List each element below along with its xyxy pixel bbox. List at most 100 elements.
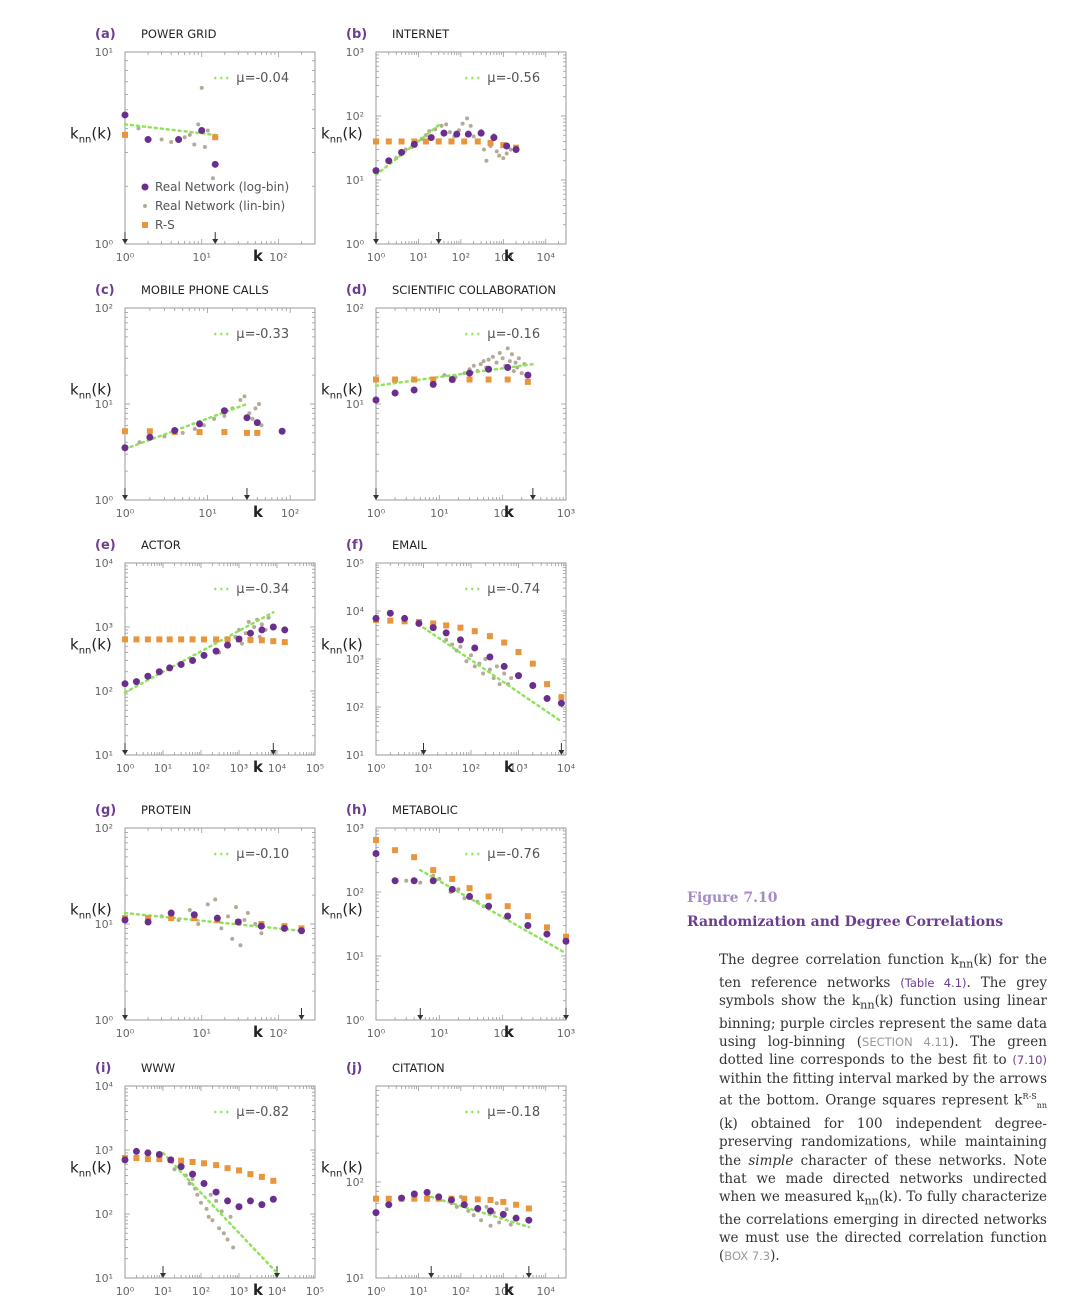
lin-bin-point [245,911,250,916]
log-bin-point [121,916,129,924]
y-axis-label: knn(k) [321,380,363,401]
y-tick-label: 10¹ [95,1272,113,1285]
rs-point [558,694,565,701]
fit-interval-arrow-head [529,495,536,500]
log-bin-point [503,142,511,150]
lin-bin-point [508,147,513,152]
section-ref-link[interactable]: SECTION 4.11 [862,1035,950,1050]
x-tick-label: 10⁰ [116,1285,135,1298]
fit-line [123,911,303,933]
lin-bin-point [217,1226,222,1231]
lin-bin-point [228,1214,233,1219]
rs-point [563,933,569,940]
mu-label: μ=-0.04 [236,71,289,86]
x-tick-label: 10² [192,1285,210,1298]
rs-point [122,428,128,435]
log-bin-point [167,1156,175,1164]
fit-interval-arrow-head [122,750,128,755]
rs-point [392,376,399,383]
caption-text: (k) for the ten reference networks [719,952,1048,991]
rs-point [466,376,473,383]
log-bin-point [155,1151,163,1159]
log-bin-point [427,134,435,142]
rs-point [281,639,288,646]
x-tick-label: 10¹ [409,1285,427,1298]
panel-label: (c) [95,283,115,298]
lin-bin-point [500,356,505,361]
x-axis-label: k [253,758,264,776]
lin-bin-point [509,352,514,357]
lin-bin-point [252,625,257,629]
x-tick-label: 10² [269,1027,287,1040]
lin-bin-point [483,657,488,661]
lin-bin-point [199,1200,203,1205]
rs-point [201,1160,208,1167]
legend-lin-bin-label: Real Network (lin-bin) [155,199,285,213]
panel-power-grid: 10⁰ 10¹ 10² 10⁰ 10¹ k knn(k) (a) POWER GRID μ=-0.… [70,27,316,265]
rs-point [243,429,250,436]
x-tick-label: 10¹ [430,1027,448,1040]
lin-bin-point [213,897,218,902]
log-bin-point [146,433,154,441]
y-tick-label: 10² [95,685,113,698]
rs-point [247,1171,254,1178]
rs-point [213,636,220,643]
log-bin-point [224,641,232,649]
log-bin-point [464,130,472,138]
lin-bin-point [481,671,486,676]
log-bin-point [529,682,537,690]
log-bin-point [391,877,399,885]
caption-sub: nn [860,998,875,1012]
equation-ref-link[interactable]: (7.10) [1012,1053,1047,1068]
caption-text: (k) obtained for 100 independent degree-… [719,1116,1047,1169]
x-axis-label: k [504,1023,515,1041]
y-tick-label: 10² [346,302,364,315]
lin-bin-point [454,1204,459,1209]
y-tick-label: 10⁴ [95,1080,114,1093]
lin-bin-point [501,156,506,161]
rs-point [212,134,219,141]
log-bin-point [440,129,448,137]
log-bin-point [212,1188,220,1196]
rs-point [392,847,399,854]
lin-bin-point [187,1181,192,1186]
rs-point [122,636,128,643]
rs-point [258,1173,265,1180]
y-tick-label: 10² [346,110,364,123]
rs-point [213,1162,220,1169]
lin-bin-point [240,641,245,646]
fit-interval-arrow-head [525,1273,532,1278]
y-axis-label: knn(k) [70,900,112,921]
box-ref-link[interactable]: BOX 7.3 [724,1249,771,1264]
y-tick-label: 10² [95,822,113,835]
log-bin-point [543,930,551,938]
x-axis-label: k [253,1023,264,1041]
lin-bin-point [206,1214,211,1219]
rs-point [133,1154,140,1161]
x-tick-label: 10² [281,507,299,520]
fit-line [429,1195,531,1229]
x-tick-label: 10² [493,1027,511,1040]
x-tick-label: 10⁴ [268,1285,287,1298]
caption-emphasis: simple [748,1152,794,1169]
x-axis-label: k [253,247,264,265]
log-bin-point [474,1204,482,1212]
rs-point [221,429,228,436]
figure-title: Randomization and Degree Correlations [687,914,1004,930]
mu-label: μ=-0.33 [236,327,289,342]
log-bin-point [220,407,228,415]
x-tick-label: 10⁵ [306,762,324,775]
caption-text: (k). To fully characterize the correlati… [719,1189,1047,1265]
rs-point [133,636,140,643]
mu-label: μ=-0.16 [487,327,540,342]
caption-sub: nn [958,957,974,971]
lin-bin-point [259,931,264,936]
rs-point [424,1195,431,1202]
lin-bin-point [259,622,264,627]
mu-label: μ=-0.56 [487,71,540,86]
plot-frame [124,51,316,245]
lin-bin-point [205,902,210,907]
rs-point [122,131,128,138]
table-ref-link[interactable]: (Table 4.1) [900,975,967,990]
fit-line [123,123,217,137]
